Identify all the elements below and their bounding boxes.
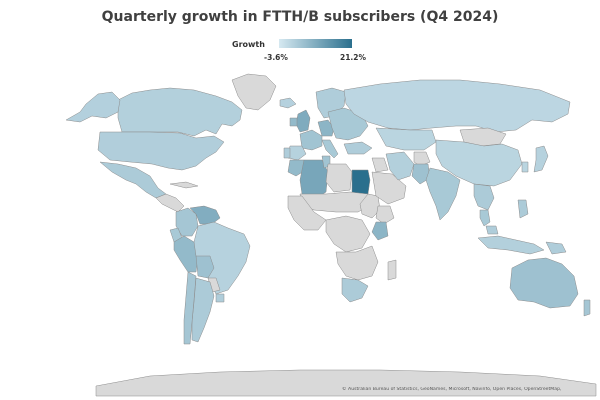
region-antarctica[interactable]	[95, 369, 597, 397]
region-west-africa[interactable]	[287, 195, 327, 231]
region-kazakhstan[interactable]	[375, 127, 437, 151]
region-australia[interactable]	[509, 257, 579, 309]
region-kenya[interactable]	[371, 221, 389, 241]
region-bolivia[interactable]	[195, 255, 215, 279]
region-iran[interactable]	[385, 151, 415, 181]
region-south-korea[interactable]	[521, 161, 529, 173]
region-portugal[interactable]	[283, 147, 291, 159]
region-southern-africa[interactable]	[335, 245, 379, 281]
region-central-africa[interactable]	[325, 215, 371, 253]
region-ethiopia[interactable]	[375, 205, 395, 225]
region-germany[interactable]	[317, 119, 335, 137]
region-colombia[interactable]	[175, 207, 199, 237]
region-papua-new-guinea[interactable]	[545, 241, 567, 255]
legend-label: Growth	[232, 40, 265, 49]
region-south-africa[interactable]	[341, 277, 369, 303]
region-cuba[interactable]	[169, 181, 199, 189]
legend-max-label: 21.2%	[340, 53, 367, 62]
region-argentina[interactable]	[191, 277, 215, 343]
region-indonesia[interactable]	[477, 235, 545, 255]
legend-color-scale	[279, 39, 352, 48]
region-western-europe[interactable]	[299, 129, 323, 151]
map-attribution: © Australian Bureau of Statistics, GeoNa…	[342, 387, 562, 392]
region-new-zealand[interactable]	[583, 299, 591, 317]
region-chile[interactable]	[183, 271, 197, 345]
region-philippines[interactable]	[517, 199, 529, 219]
region-libya[interactable]	[325, 163, 353, 193]
region-india[interactable]	[425, 167, 461, 221]
region-russia[interactable]	[343, 79, 571, 133]
region-spain[interactable]	[287, 145, 307, 161]
region-greenland[interactable]	[231, 73, 277, 111]
region-united-states[interactable]	[97, 131, 225, 171]
region-mexico[interactable]	[99, 161, 167, 199]
region-malaysia[interactable]	[485, 225, 499, 235]
region-iraq[interactable]	[371, 157, 389, 173]
region-madagascar[interactable]	[387, 259, 397, 281]
region-peru[interactable]	[173, 235, 199, 273]
region-saudi-arabia[interactable]	[371, 171, 407, 205]
region-pakistan[interactable]	[411, 163, 431, 185]
map-title: Quarterly growth in FTTH/B subscribers (…	[101, 9, 499, 25]
region-italy[interactable]	[321, 139, 339, 159]
region-uruguay[interactable]	[215, 293, 225, 303]
region-ireland[interactable]	[289, 117, 298, 127]
region-iceland[interactable]	[279, 97, 297, 109]
region-turkey[interactable]	[343, 141, 373, 155]
region-china[interactable]	[435, 139, 523, 187]
region-thailand[interactable]	[479, 209, 491, 227]
legend-min-label: -3.6%	[264, 53, 288, 62]
region-canada[interactable]	[117, 87, 243, 137]
region-central-america[interactable]	[155, 193, 185, 213]
region-southeast-asia[interactable]	[473, 183, 495, 211]
region-egypt[interactable]	[351, 169, 371, 195]
region-alaska[interactable]	[65, 91, 121, 123]
region-united-kingdom[interactable]	[295, 109, 311, 133]
region-japan[interactable]	[533, 145, 549, 173]
region-venezuela[interactable]	[189, 205, 221, 225]
